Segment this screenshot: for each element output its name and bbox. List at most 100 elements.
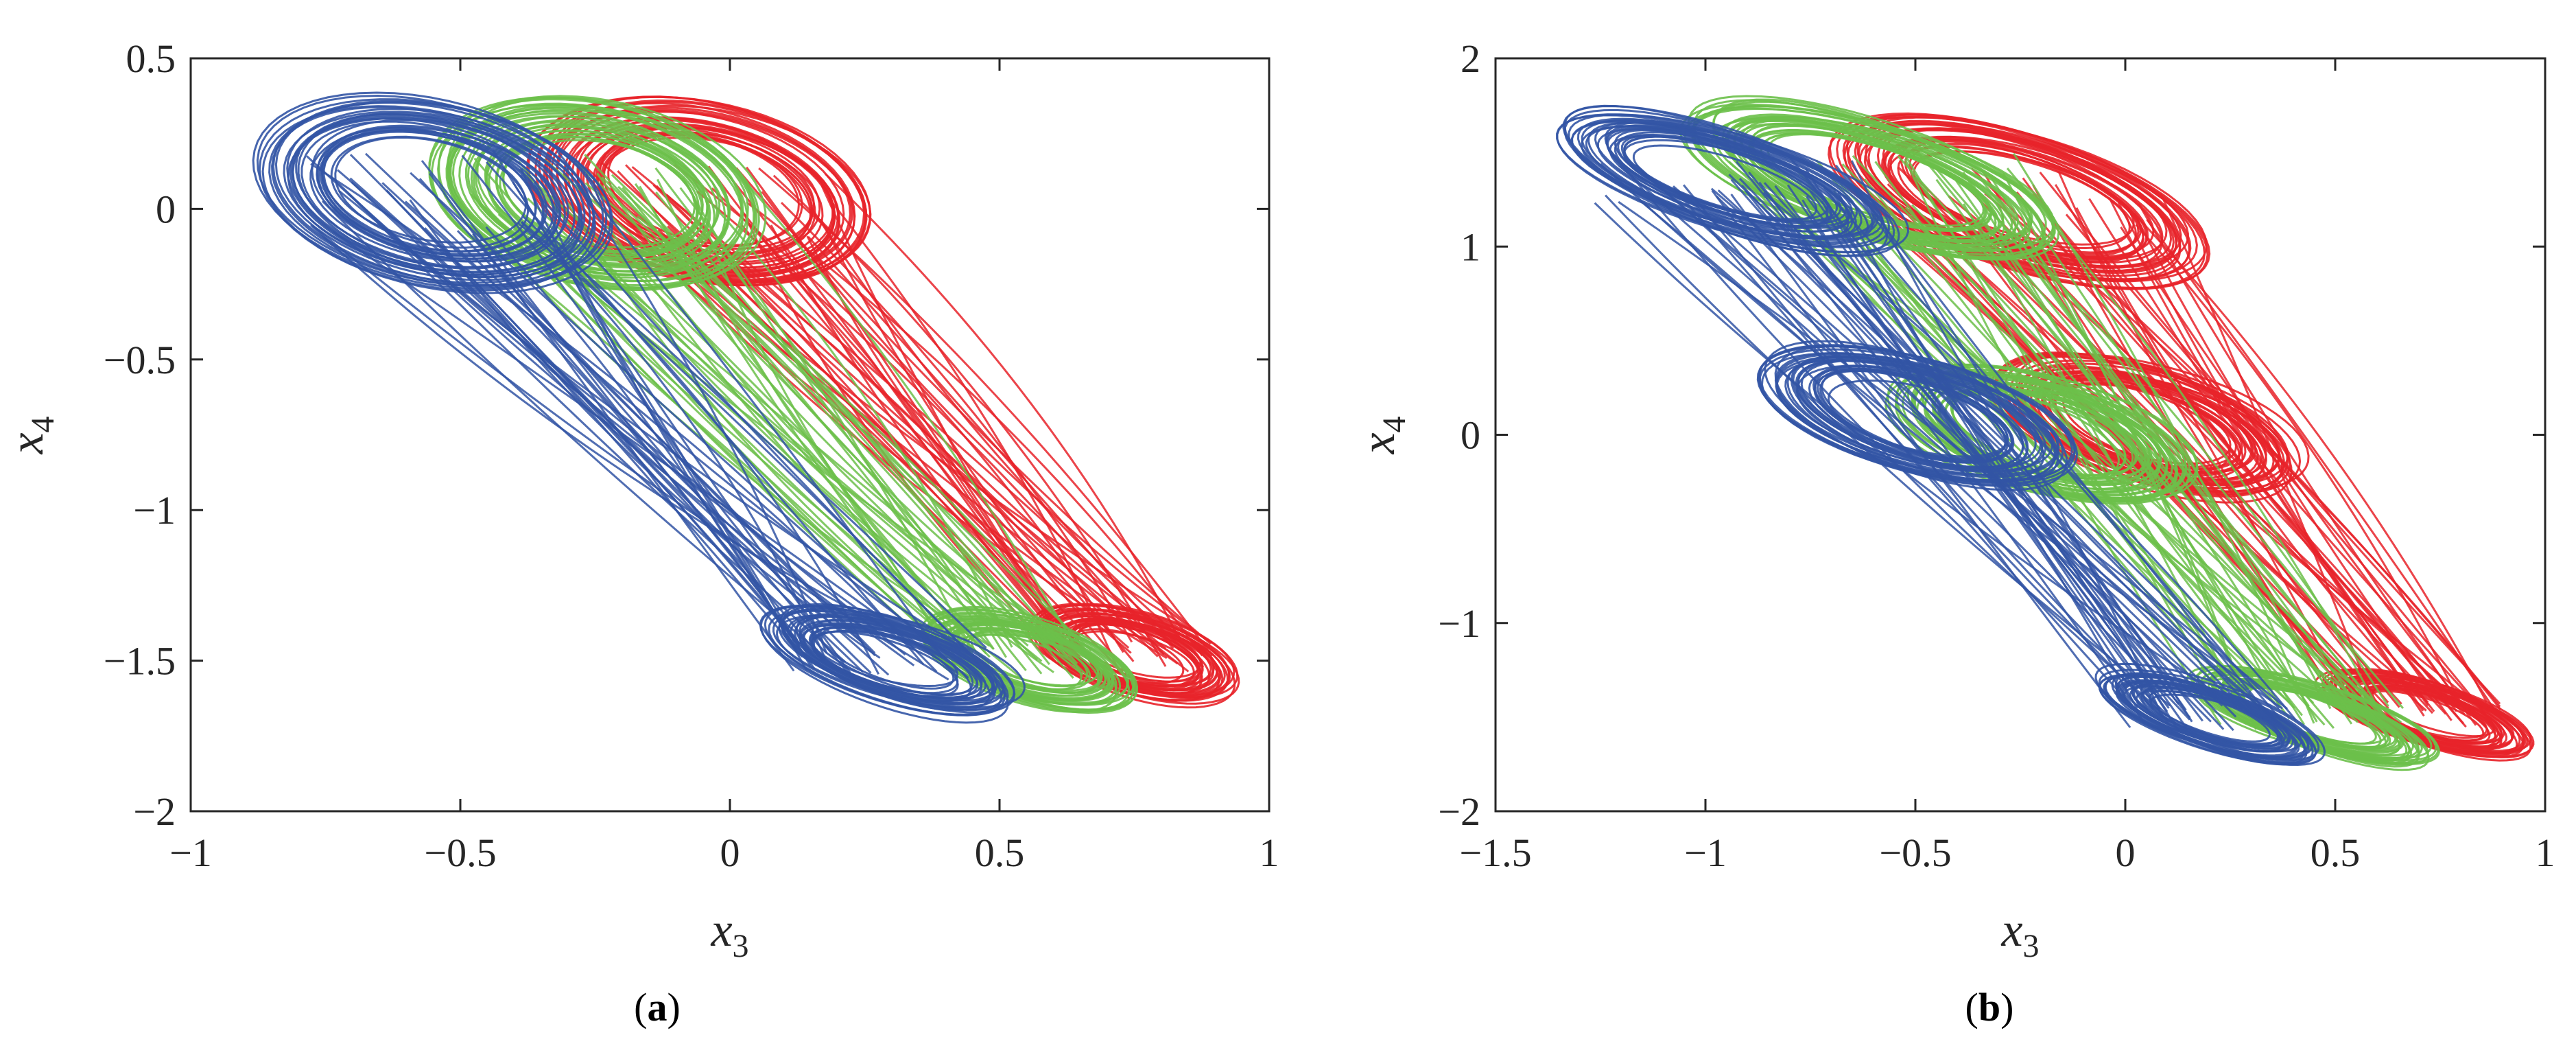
x-axis-label: x3 xyxy=(710,904,748,964)
trajectory-loop xyxy=(470,124,718,265)
trajectory-sweep xyxy=(1741,185,2249,713)
trajectory-sweep xyxy=(617,185,1078,664)
trajectory-sweep xyxy=(608,213,1190,673)
series-3-trajectory xyxy=(252,91,1026,724)
trajectory-sweep xyxy=(1620,163,2151,703)
trajectory-loop xyxy=(1828,116,2208,283)
trajectory-sweep xyxy=(1618,200,2289,710)
x-tick-label: 0 xyxy=(2116,830,2136,875)
x-tick-label: −1.5 xyxy=(1459,830,1531,875)
trajectory-sweep xyxy=(1821,200,2280,730)
trajectory-sweep xyxy=(1997,206,2343,709)
trajectory-sweep xyxy=(2120,226,2467,710)
trajectory-sweep xyxy=(2134,213,2488,703)
trajectory-sweep xyxy=(746,201,1203,657)
trajectory-sweep xyxy=(1744,189,2145,723)
trajectory-sweep xyxy=(637,216,1094,660)
trajectory-sweep xyxy=(2002,172,2257,730)
trajectory-sweep xyxy=(1904,207,2310,707)
trajectory-sweep xyxy=(770,224,1092,672)
trajectory-loop xyxy=(920,607,1137,714)
trajectory-loop xyxy=(252,91,604,290)
trajectory-loop xyxy=(1576,117,1874,244)
trajectory-sweep xyxy=(1839,183,2335,729)
trajectory-sweep xyxy=(1809,190,2138,709)
trajectory-sweep xyxy=(1791,186,2353,704)
y-tick-label: 2 xyxy=(1461,36,1480,81)
trajectory-sweep xyxy=(404,200,816,670)
trajectory-sweep xyxy=(409,199,881,659)
trajectory-sweep xyxy=(634,183,1097,666)
trajectory-sweep xyxy=(310,163,938,673)
trajectory-sweep xyxy=(655,191,1091,680)
trajectory-loop xyxy=(1757,345,2079,487)
trajectory-sweep xyxy=(1987,205,2391,722)
trajectory-sweep xyxy=(622,187,958,670)
trajectory-sweep xyxy=(828,198,1120,673)
trajectory-sweep xyxy=(1641,172,2237,718)
x-tick-label: 0.5 xyxy=(975,830,1025,875)
x-tick-label: −0.5 xyxy=(424,830,496,875)
y-tick-label: −0.5 xyxy=(104,338,176,382)
trajectory-sweep xyxy=(1963,226,2377,714)
trajectory-sweep xyxy=(564,166,828,654)
trajectory-sweep xyxy=(330,175,915,666)
y-axis-label: x4 xyxy=(1352,416,1413,454)
trajectory-sweep xyxy=(2135,224,2463,706)
y-tick-label: 0 xyxy=(156,187,176,231)
trajectory-sweep xyxy=(310,224,948,660)
panel-label: (a) xyxy=(634,985,681,1029)
trajectory-sweep xyxy=(321,200,818,651)
plot-area xyxy=(1556,95,2535,771)
trajectory-sweep xyxy=(2040,229,2502,710)
trajectory-sweep xyxy=(1874,161,2291,720)
trajectory-loop xyxy=(595,132,800,248)
trajectory-loop xyxy=(1739,119,2017,247)
trajectory-sweep xyxy=(820,185,1076,647)
trajectory-sweep xyxy=(1728,174,2280,710)
y-tick-label: 1 xyxy=(1461,224,1480,269)
trajectory-sweep xyxy=(519,174,969,652)
trajectory-sweep xyxy=(1605,194,2171,707)
trajectory-loop xyxy=(925,612,1135,712)
trajectory-sweep xyxy=(2031,194,2487,716)
trajectory-sweep xyxy=(1955,180,2280,706)
trajectory-sweep xyxy=(1821,200,2180,732)
y-tick-label: −2 xyxy=(1438,789,1480,834)
trajectory-sweep xyxy=(556,150,939,652)
trajectory-sweep xyxy=(665,194,1159,657)
trajectory-sweep xyxy=(696,190,1165,655)
trajectory-sweep xyxy=(332,231,958,674)
trajectory-sweep xyxy=(596,172,1084,676)
trajectory-loop xyxy=(1687,95,2060,261)
trajectory-sweep xyxy=(485,161,925,666)
trajectory-sweep xyxy=(410,172,969,679)
trajectory-sweep xyxy=(348,193,847,663)
chart-panel-a: −1 −0.5 0 0.5 1 −2 −1.5 −1 −0.5 0 0.5 x3 x4 (a) xyxy=(1,36,1279,1029)
x-tick-label: −0.5 xyxy=(1879,830,1951,875)
y-tick-label: −2 xyxy=(133,789,176,834)
trajectory-sweep xyxy=(1922,229,2389,709)
trajectory-loop xyxy=(2094,662,2326,767)
y-axis-label: x4 xyxy=(1,416,61,454)
trajectory-sweep xyxy=(1638,199,2190,721)
trajectory-sweep xyxy=(1990,176,2254,724)
trajectory-sweep xyxy=(2088,198,2425,717)
x-tick-label: 1 xyxy=(1260,830,1279,875)
trajectory-sweep xyxy=(1736,161,2191,719)
trajectory-sweep xyxy=(2160,193,2383,724)
y-tick-label: 0.5 xyxy=(126,36,176,81)
chart-panel-b: −1.5 −1 −0.5 0 0.5 1 −2 −1 0 1 2 x3 x4 (b) xyxy=(1352,36,2555,1029)
panel-label: (b) xyxy=(1965,985,2014,1029)
trajectory-sweep xyxy=(772,174,1167,667)
trajectory-sweep xyxy=(584,182,1007,658)
trajectory-sweep xyxy=(810,206,1180,638)
trajectory-sweep xyxy=(337,169,801,645)
y-tick-label: −1 xyxy=(1438,601,1480,646)
x-axis-label: x3 xyxy=(2000,904,2039,964)
trajectory-sweep xyxy=(2006,167,2380,712)
trajectory-sweep xyxy=(718,150,1074,644)
trajectory-sweep xyxy=(1981,202,2389,708)
